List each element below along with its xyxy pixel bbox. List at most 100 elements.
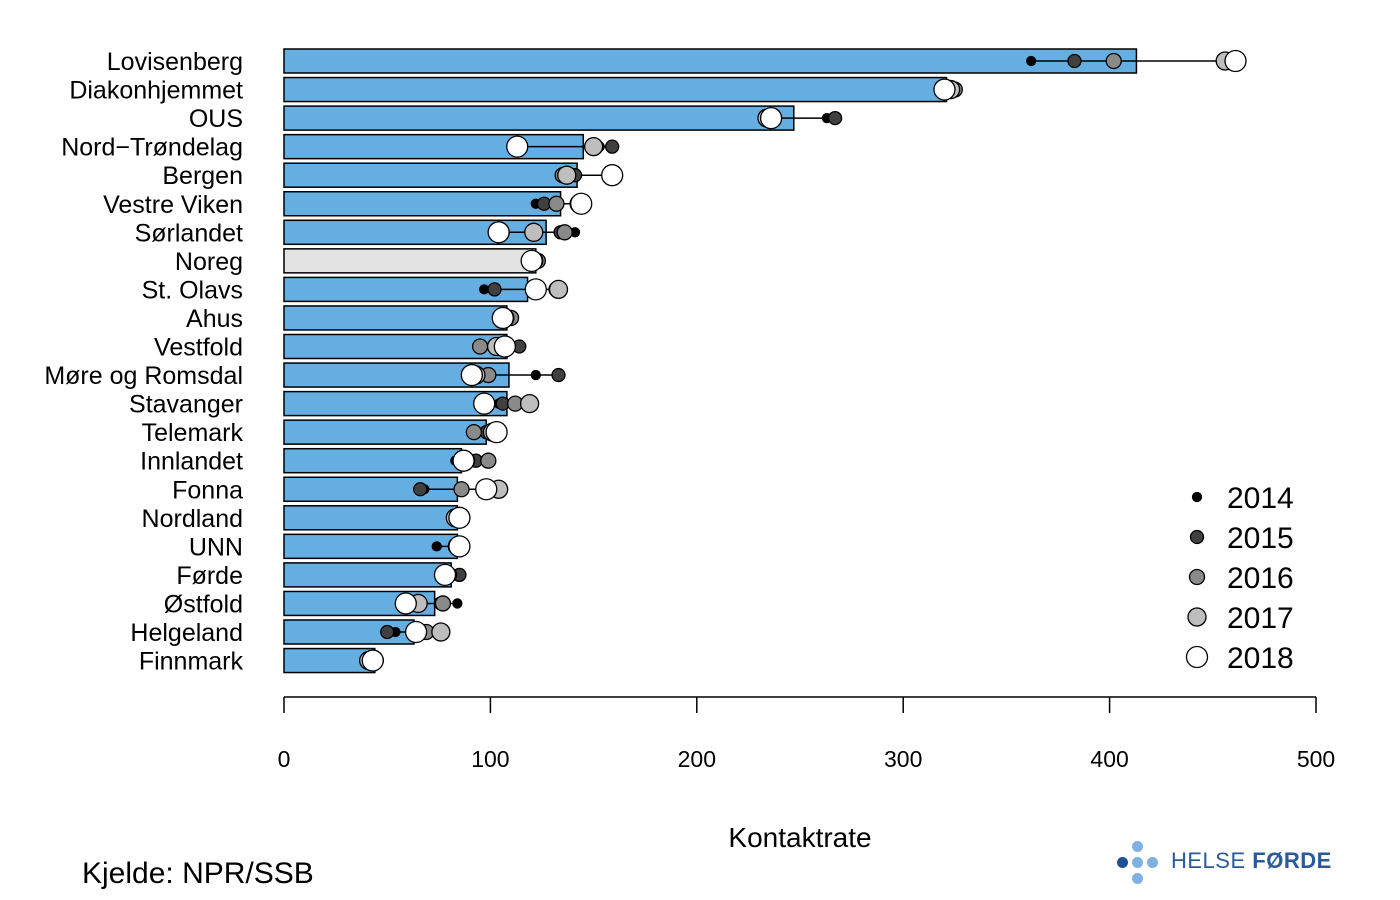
- legend-label-2015: 2015: [1227, 522, 1294, 555]
- category-label-vestfold: Vestfold: [154, 334, 243, 362]
- logo-dot-left: [1117, 857, 1128, 868]
- point-2018-nord-tr-ndelag: [506, 135, 529, 158]
- category-label-st-olavs: St. Olavs: [142, 276, 243, 304]
- point-2018-lovisenberg: [1224, 49, 1247, 73]
- helse-forde-logo: HELSE FØRDE: [1115, 838, 1345, 888]
- point-2018-noreg: [520, 249, 543, 273]
- legend-marker-2015: [1189, 529, 1205, 545]
- x-tick-label-500: 500: [1297, 746, 1335, 772]
- category-label-ous: OUS: [189, 105, 243, 133]
- point-2015-fonna: [413, 482, 428, 497]
- legend-marker-2017: [1187, 607, 1207, 627]
- logo-dot-bottom: [1132, 873, 1143, 884]
- bar-bergen: [283, 162, 578, 188]
- point-2018-nordland: [448, 506, 471, 529]
- point-2018-ahus: [491, 306, 514, 330]
- point-2015-st-olavs: [487, 282, 502, 297]
- point-2017-helgeland: [431, 622, 451, 642]
- category-label-nord-tr-ndelag: Nord−Trøndelag: [61, 134, 243, 162]
- bar-ahus: [283, 305, 508, 331]
- point-2017-nord-tr-ndelag: [583, 136, 604, 157]
- point-2018-stfold: [394, 592, 417, 615]
- x-tick-label-300: 300: [884, 746, 922, 772]
- point-2016-lovisenberg: [1105, 52, 1122, 70]
- point-2018-helgeland: [404, 620, 428, 644]
- point-2018-m-re-og-romsdal: [460, 363, 483, 387]
- logo-dot-top: [1132, 841, 1143, 852]
- x-tick-label-400: 400: [1090, 746, 1128, 772]
- bar-f-rde: [283, 562, 452, 588]
- legend: 2014 2015 2016 2017 2018: [1185, 482, 1294, 675]
- x-tick-label-200: 200: [678, 746, 716, 772]
- category-label-stfold: Østfold: [164, 590, 243, 618]
- category-label-m-re-og-romsdal: Møre og Romsdal: [44, 362, 243, 390]
- logo-dot-center: [1132, 857, 1143, 868]
- category-label-innlandet: Innlandet: [140, 448, 243, 476]
- point-2018-telemark: [485, 420, 508, 444]
- category-label-s-rlandet: Sørlandet: [135, 219, 243, 247]
- point-2018-f-rde: [433, 563, 457, 587]
- category-label-diakonhjemmet: Diakonhjemmet: [69, 77, 243, 105]
- point-2018-vestre-viken: [570, 192, 593, 215]
- bar-ous: [283, 105, 795, 131]
- category-label-lovisenberg: Lovisenberg: [107, 48, 243, 76]
- point-2018-bergen: [601, 164, 624, 187]
- legend-label-2016: 2016: [1227, 562, 1294, 595]
- point-2018-st-olavs: [524, 278, 547, 301]
- category-label-finnmark: Finnmark: [139, 648, 244, 676]
- logo-text: HELSE FØRDE: [1171, 848, 1332, 874]
- point-2018-ous: [759, 106, 783, 130]
- point-2018-unn: [448, 535, 471, 558]
- logo-text-bold: FØRDE: [1252, 848, 1332, 873]
- point-2018-innlandet: [452, 449, 475, 472]
- point-2017-s-rlandet: [524, 222, 544, 242]
- legend-label-2017: 2017: [1227, 602, 1294, 635]
- bar-innlandet: [283, 447, 463, 474]
- category-label-noreg: Noreg: [175, 248, 243, 276]
- point-2015-lovisenberg: [1067, 53, 1082, 69]
- x-tick-label-100: 100: [471, 746, 509, 772]
- bar-nordland: [283, 505, 459, 531]
- source-note: Kjelde: NPR/SSB: [82, 857, 314, 890]
- category-label-stavanger: Stavanger: [129, 391, 243, 419]
- point-2018-diakonhjemmet: [933, 78, 956, 101]
- point-2015-m-re-og-romsdal: [551, 367, 566, 383]
- point-2014-st-olavs: [479, 284, 490, 295]
- x-tick-label-0: 0: [278, 746, 291, 772]
- point-2018-fonna: [475, 478, 498, 501]
- point-2014-stfold: [452, 598, 463, 609]
- category-label-telemark: Telemark: [142, 419, 244, 447]
- point-2016-innlandet: [480, 452, 497, 469]
- point-2017-stavanger: [519, 393, 540, 414]
- point-2017-st-olavs: [548, 279, 569, 300]
- point-2016-stfold: [434, 595, 452, 612]
- legend-marker-2018: [1185, 645, 1209, 669]
- point-2018-vestfold: [493, 335, 516, 358]
- bar-unn: [283, 533, 459, 560]
- bar-diakonhjemmet: [283, 76, 948, 103]
- bar-stavanger: [283, 390, 508, 417]
- legend-marker-2014: [1191, 491, 1203, 503]
- bar-noreg: [283, 248, 537, 274]
- logo-text-light: HELSE: [1171, 848, 1246, 873]
- category-label-ahus: Ahus: [186, 305, 243, 333]
- point-2014-lovisenberg: [1026, 55, 1037, 67]
- point-2018-s-rlandet: [487, 221, 510, 244]
- category-label-nordland: Nordland: [142, 505, 243, 533]
- category-labels: LovisenbergDiakonhjemmetOUSNord−Trøndela…: [44, 48, 243, 676]
- point-2016-s-rlandet: [556, 224, 573, 241]
- category-label-bergen: Bergen: [162, 162, 243, 190]
- category-label-fonna: Fonna: [172, 476, 243, 504]
- point-2014-unn: [431, 541, 442, 552]
- bar-telemark: [283, 419, 488, 445]
- bar-vestre-viken: [283, 191, 562, 217]
- category-label-f-rde: Førde: [176, 562, 243, 590]
- bars-group: [283, 48, 1138, 674]
- legend-label-2018: 2018: [1227, 642, 1294, 675]
- point-2015-nord-tr-ndelag: [605, 139, 620, 154]
- point-2017-bergen: [557, 165, 577, 185]
- legend-label-2014: 2014: [1227, 482, 1294, 515]
- point-2016-telemark: [465, 423, 483, 441]
- point-2016-vestre-viken: [548, 195, 565, 212]
